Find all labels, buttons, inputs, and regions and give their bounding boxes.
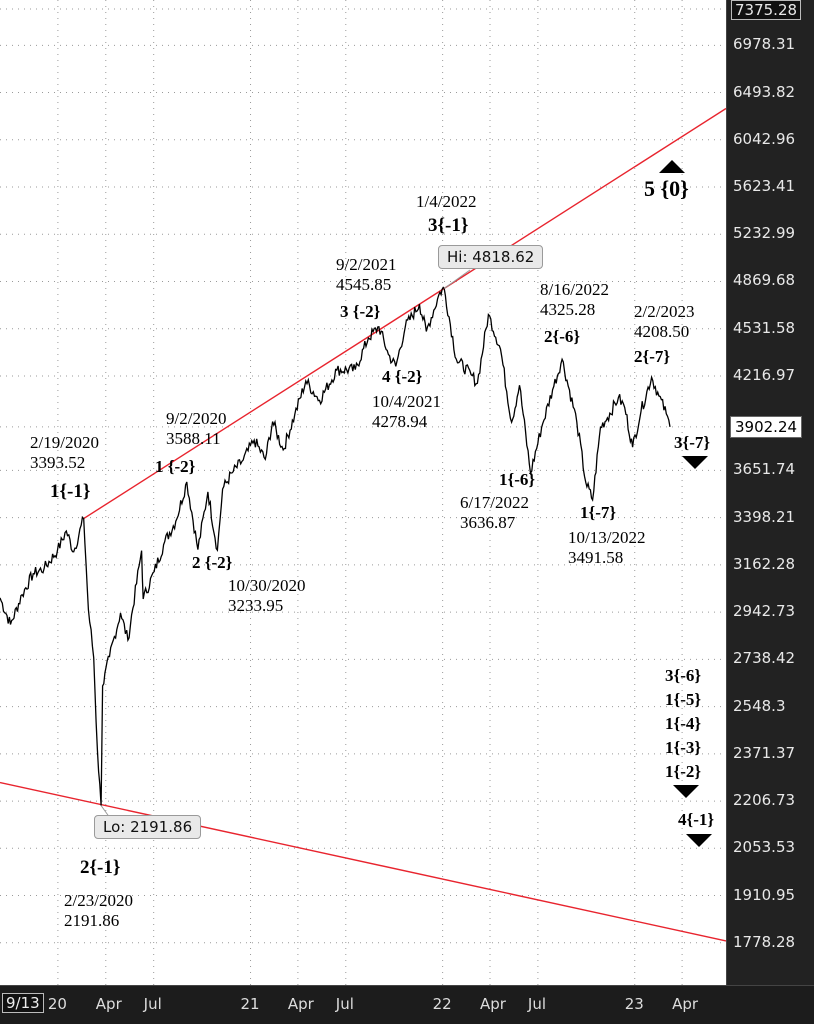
price-tick-label: 1910.95 <box>733 885 796 904</box>
annotation-10-30-2020: 10/30/2020 3233.95 <box>228 576 306 615</box>
trendline-upper[interactable] <box>83 107 727 520</box>
price-tick-label: 2548.3 <box>733 696 786 715</box>
last-price-label: 3902.24 <box>730 415 803 438</box>
down-arrow-icon <box>682 456 708 469</box>
price-series-line[interactable] <box>0 286 671 806</box>
time-tick-label: Jul <box>335 995 354 1013</box>
wave-label-2-minus2: 2 {-2} <box>192 553 233 572</box>
price-tick-label: 6978.31 <box>733 35 796 54</box>
price-tick-label: 2371.37 <box>733 743 796 762</box>
time-tick-label: Apr <box>672 995 699 1013</box>
time-tick-label: Apr <box>480 995 506 1013</box>
wave-label-4-minus2: 4 {-2} <box>382 367 423 386</box>
high-callout-leader <box>443 269 471 289</box>
price-tick-label: 3162.28 <box>733 554 796 573</box>
wave-label-3-minus2: 3 {-2} <box>340 302 381 321</box>
time-tick-label: 23 <box>624 995 644 1013</box>
annotation-8-16-2022: 8/16/2022 4325.28 <box>540 280 609 319</box>
wave-label-1-minus7: 1{-7} <box>580 503 617 522</box>
wave-label-2-minus1: 2{-1} <box>80 857 121 878</box>
price-tick-label: 2053.53 <box>733 838 796 857</box>
wave-label-3-minus7: 3{-7} <box>674 433 711 452</box>
time-tick-label: Apr <box>287 995 314 1013</box>
up-arrow-icon <box>659 160 685 173</box>
price-axis-top-label: 7375.28 <box>731 0 802 20</box>
annotation-10-4-2021: 10/4/2021 4278.94 <box>372 392 441 431</box>
time-tick-label: Apr <box>95 995 122 1013</box>
annotation-2-2-2023: 2/2/2023 4208.50 <box>634 302 695 341</box>
price-tick-label: 6493.82 <box>733 82 796 101</box>
price-tick-label: 5232.99 <box>733 224 796 243</box>
wave-label-1-minus2: 1 {-2} <box>155 457 196 476</box>
wave-label-stack: 3{-6} 1{-5} 1{-4} 1{-3} 1{-2} <box>665 666 702 781</box>
price-tick-label: 6042.96 <box>733 129 796 148</box>
time-tick-label: 22 <box>432 995 452 1013</box>
price-tick-label: 4216.97 <box>733 365 796 384</box>
annotation-9-2-2020: 9/2/2020 3588.11 <box>166 409 227 448</box>
annotation-2-23-2020: 2/23/2020 2191.86 <box>64 891 133 930</box>
down-arrow-icon <box>673 785 699 798</box>
wave-label-4-minus1: 4{-1} <box>678 810 715 829</box>
price-tick-label: 5623.41 <box>733 177 796 196</box>
price-tick-label: 2942.73 <box>733 602 796 621</box>
annotation-2-19-2020: 2/19/2020 3393.52 <box>30 433 99 472</box>
wave-label-1-minus1: 1{-1} <box>50 481 91 502</box>
time-axis-start-label: 9/13 <box>2 993 44 1013</box>
time-tick-label: 20 <box>47 995 67 1013</box>
price-axis[interactable]: 7375.28 6978.31 6493.82 6042.96 5623.41 5232… <box>726 0 814 985</box>
price-tick-label: 1778.28 <box>733 932 796 951</box>
high-callout: Hi: 4818.62 <box>438 245 544 269</box>
price-tick-label: 2206.73 <box>733 791 796 810</box>
low-callout: Lo: 2191.86 <box>94 815 202 839</box>
wave-label-1-minus6: 1{-6} <box>499 470 536 489</box>
price-tick-label: 3651.74 <box>733 460 796 479</box>
time-axis[interactable]: 9/13 20 Apr Jul 21 Apr Jul 22 Apr Jul 23 Apr <box>0 985 814 1024</box>
wave-label-2-minus7: 2{-7} <box>634 347 671 366</box>
wave-label-2-minus6: 2{-6} <box>544 327 581 346</box>
time-tick-label: Jul <box>143 995 162 1013</box>
price-tick-label: 3398.21 <box>733 507 796 526</box>
annotation-10-13-2022: 10/13/2022 3491.58 <box>568 528 646 567</box>
time-tick-label: 21 <box>240 995 260 1013</box>
down-arrow-icon <box>686 834 712 847</box>
price-tick-label: 4869.68 <box>733 271 796 290</box>
price-tick-label: 4531.58 <box>733 318 796 337</box>
price-tick-label: 2738.42 <box>733 649 796 668</box>
annotation-6-17-2022: 6/17/2022 3636.87 <box>460 493 529 532</box>
annotation-1-4-2022: 1/4/2022 <box>416 192 477 211</box>
wave-label-3-minus1: 3{-1} <box>428 215 469 236</box>
time-tick-label: Jul <box>527 995 546 1013</box>
wave-label-5-zero: 5 {0} <box>644 176 689 201</box>
annotation-9-2-2021: 9/2/2021 4545.85 <box>336 255 397 294</box>
trendline-lower[interactable] <box>0 781 727 942</box>
